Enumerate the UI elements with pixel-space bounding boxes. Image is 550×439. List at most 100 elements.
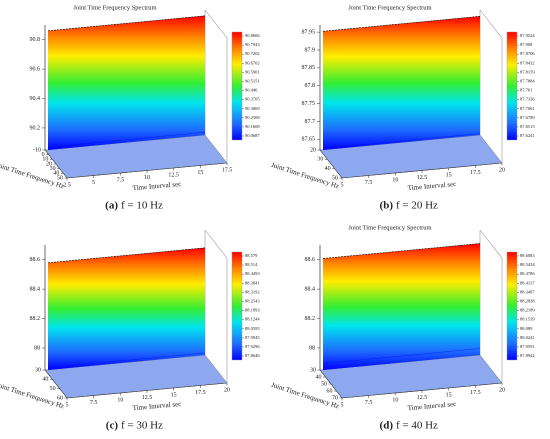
x-tick-label: 5 [92,180,95,186]
z-tick-label: 88 [34,345,40,351]
y-tick-label: 40 [316,374,322,380]
y-axis-label: Joint Time Frequency Hz [270,381,340,411]
z-tick-label: 88.6 [305,257,316,263]
surface-base [322,348,481,364]
colorbar-label: 87.8432 [520,60,535,65]
colorbar-label: 90.7202 [245,51,260,56]
side-wall [479,229,503,383]
z-tick-label: 88.2 [30,316,41,322]
colorbar-label: 90.446 [245,88,258,93]
chart-title: Joint Time Frequency Spectrum [73,4,156,11]
colorbar-label: 88.0241 [520,335,535,340]
colorbar-label: 90.2508 [245,115,260,120]
caption-label: (d) [380,420,394,432]
x-axis-label: Time Interval sec [407,400,456,412]
colorbar-label: 87.7061 [520,106,535,111]
colorbar-label: 90.7943 [245,42,260,47]
colorbar-label: 87.8942 [520,353,535,358]
caption-label: (b) [380,200,394,212]
colorbar-label: 87.8706 [520,51,535,56]
x-axis-label: Time Interval sec [132,400,181,412]
surface-ridge [47,247,206,264]
x-tick-label: 12.5 [417,175,428,181]
caption: f = 30 Hz [121,420,163,432]
panel: 87.65 87.7 87.75 87.8 87.85 87.9 87.95 5 7.5 10 12… [270,4,535,211]
x-tick-label: 7.5 [365,400,373,406]
colorbar-label: 90.1608 [245,124,260,129]
z-tick-label: 87.65 [302,137,316,143]
y-tick-label: 50 [57,175,63,181]
x-tick-label: 10 [392,177,398,183]
colorbar-label: 88.4493 [245,271,260,276]
colorbar-label: 88.1893 [245,308,260,313]
colorbar-label: 87.9524 [520,33,535,38]
y-tick-label: 30 [310,367,316,373]
y-tick-label: 40 [325,166,331,172]
colorbar-label: 87.7884 [520,78,535,83]
x-tick-label: 2.5 [63,182,71,188]
y-tick-label: 40 [53,171,59,177]
caption-label: (c) [106,420,119,432]
caption: f = 40 Hz [396,420,438,432]
chart-title: Joint Time Frequency Spectrum [348,224,431,231]
colorbar-label: 88.4786 [520,271,535,276]
y-tick-label: -10 [33,147,41,153]
chart-title: Joint Time Frequency Spectrum [348,4,431,11]
surface-ridge [322,15,481,32]
surface [48,15,205,151]
colorbar-label: 90.3705 [245,97,260,102]
colorbar [506,31,518,141]
x-tick-label: 15 [171,392,177,398]
x-tick-label: 20 [499,387,505,393]
y-tick-label: 30 [50,166,56,172]
z-tick-label: 90.2 [30,125,41,131]
panel: 88 88.2 88.4 88.6 5 7.5 10 12.5 15 17.5 20 Time Int… [0,229,260,432]
colorbar-label: 88.0595 [245,326,260,331]
y-tick-label: 0 [42,152,45,158]
colorbar-label: 87.6515 [520,124,535,129]
side-wall [204,229,228,383]
colorbar-label: 88.3841 [245,280,260,285]
colorbar-label: 88.2543 [245,298,260,303]
x-tick-label: 12.5 [142,395,153,401]
x-tick-label: 12.5 [168,172,179,178]
colorbar-label: 88.2838 [520,298,535,303]
x-tick-label: 7.5 [90,400,98,406]
surface-ridge [47,15,206,32]
colorbar-label: 87.7336 [520,97,535,102]
colorbar-label: 87.6241 [520,133,535,138]
panel: 90.2 90.4 90.6 90.8 2.5 5 7.5 10 12.5 15 17.5 Time … [0,4,260,211]
x-tick-label: 5 [341,182,344,188]
colorbar-label: 90.5151 [245,78,260,83]
colorbar-label: 88.579 [245,253,258,258]
z-tick-label: 87.7 [305,119,316,125]
y-tick-label: 50 [332,175,338,181]
colorbar-label: 90.6702 [245,60,260,65]
colorbar-label: 88.2189 [520,308,535,313]
z-tick-label: 87.9 [305,47,316,53]
y-tick-label: 40 [42,377,48,383]
z-tick-label: 87.95 [302,30,316,36]
x-axis-label: Time Interval sec [132,180,181,192]
y-tick-label: 30 [317,157,323,163]
colorbar-label: 90.3069 [245,106,260,111]
y-axis [44,369,68,399]
side-wall [479,9,503,163]
x-tick-label: 17.5 [222,167,233,173]
x-tick-label: 5 [341,402,344,408]
x-tick-label: 15 [446,172,452,178]
x-tick-label: 10 [392,397,398,403]
x-tick-label: 20 [499,167,505,173]
colorbar-label: 87.908 [520,42,533,47]
x-tick-label: 10 [144,175,150,181]
z-tick-label: 88.2 [305,316,316,322]
side-wall [204,9,228,163]
panel: 88 88.2 88.4 88.6 5 7.5 10 12.5 15 17.5 20 Time Int… [270,224,535,431]
colorbar-label: 87.8159 [520,69,535,74]
y-tick-label: 70 [332,395,338,401]
x-tick-label: 7.5 [365,180,373,186]
y-tick-label: 20 [310,147,316,153]
surface [48,247,205,370]
colorbar-label: 87.9296 [245,344,260,349]
colorbar-label: 87.9591 [520,344,535,349]
